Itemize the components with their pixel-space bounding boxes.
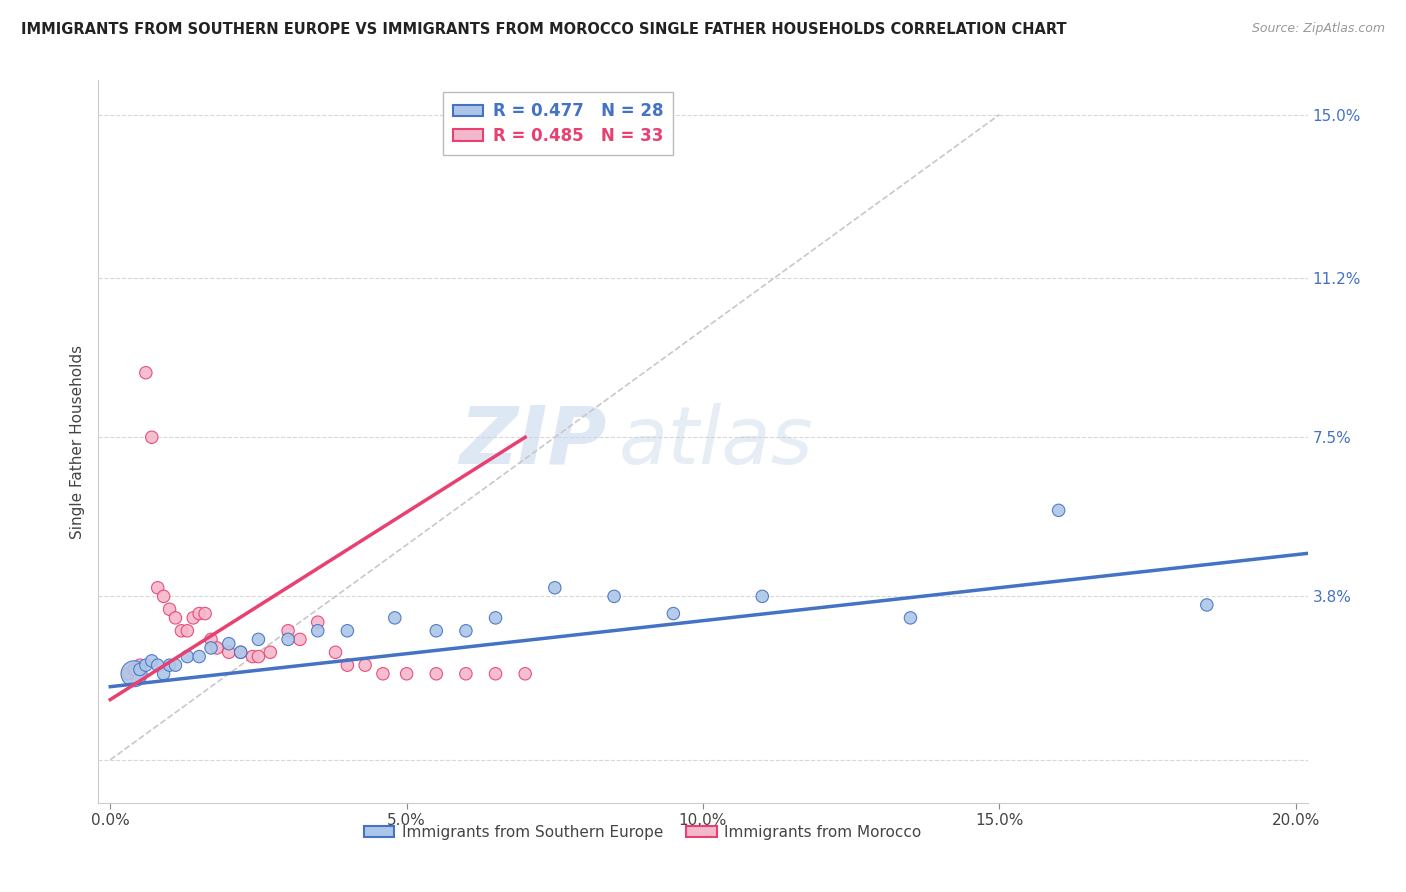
Point (1047, 503, 1070, 517)
Point (662, 607, 685, 621)
Point (325, 645, 347, 659)
Point (900, 611, 922, 625)
Text: Source: ZipAtlas.com: Source: ZipAtlas.com (1251, 22, 1385, 36)
Point (135, 658, 157, 673)
Point (176, 624, 198, 638)
Point (384, 611, 406, 625)
Point (146, 658, 169, 673)
Point (307, 615, 329, 630)
Point (229, 645, 252, 659)
Point (194, 607, 217, 621)
Legend: Immigrants from Southern Europe, Immigrants from Morocco: Immigrants from Southern Europe, Immigra… (357, 819, 928, 846)
Point (277, 632, 299, 647)
Point (165, 611, 187, 625)
Point (129, 663, 152, 677)
Point (1195, 598, 1218, 612)
Point (165, 658, 187, 673)
Point (122, 663, 145, 677)
Text: atlas: atlas (619, 402, 813, 481)
Point (484, 666, 506, 681)
Point (170, 624, 193, 638)
Point (484, 611, 506, 625)
Point (122, 666, 145, 681)
Point (425, 624, 447, 638)
Point (159, 602, 181, 616)
Point (336, 624, 359, 638)
Point (159, 658, 181, 673)
Point (188, 649, 211, 664)
Point (371, 666, 394, 681)
Point (242, 649, 264, 664)
Point (200, 632, 222, 647)
Point (259, 645, 281, 659)
Point (454, 666, 477, 681)
Point (751, 590, 773, 604)
Point (288, 632, 311, 647)
Point (181, 611, 204, 625)
Point (247, 649, 270, 664)
Point (218, 637, 240, 651)
Point (141, 430, 163, 444)
Point (218, 645, 240, 659)
Point (425, 666, 447, 681)
Point (336, 658, 359, 673)
Point (454, 624, 477, 638)
Point (515, 666, 537, 681)
Y-axis label: Single Father Households: Single Father Households (69, 344, 84, 539)
Point (176, 649, 198, 664)
Point (188, 607, 211, 621)
Point (200, 640, 222, 655)
Point (277, 624, 299, 638)
Point (146, 581, 169, 595)
Point (307, 624, 329, 638)
Text: IMMIGRANTS FROM SOUTHERN EUROPE VS IMMIGRANTS FROM MOROCCO SINGLE FATHER HOUSEHO: IMMIGRANTS FROM SOUTHERN EUROPE VS IMMIG… (21, 22, 1067, 37)
Point (247, 632, 270, 647)
Point (544, 581, 567, 595)
Point (354, 658, 377, 673)
Point (129, 658, 152, 673)
Text: ZIP: ZIP (458, 402, 606, 481)
Point (117, 666, 139, 681)
Point (229, 645, 252, 659)
Point (395, 666, 418, 681)
Point (135, 366, 157, 380)
Point (152, 590, 174, 604)
Point (152, 666, 174, 681)
Point (141, 654, 163, 668)
Point (603, 590, 626, 604)
Point (205, 640, 228, 655)
